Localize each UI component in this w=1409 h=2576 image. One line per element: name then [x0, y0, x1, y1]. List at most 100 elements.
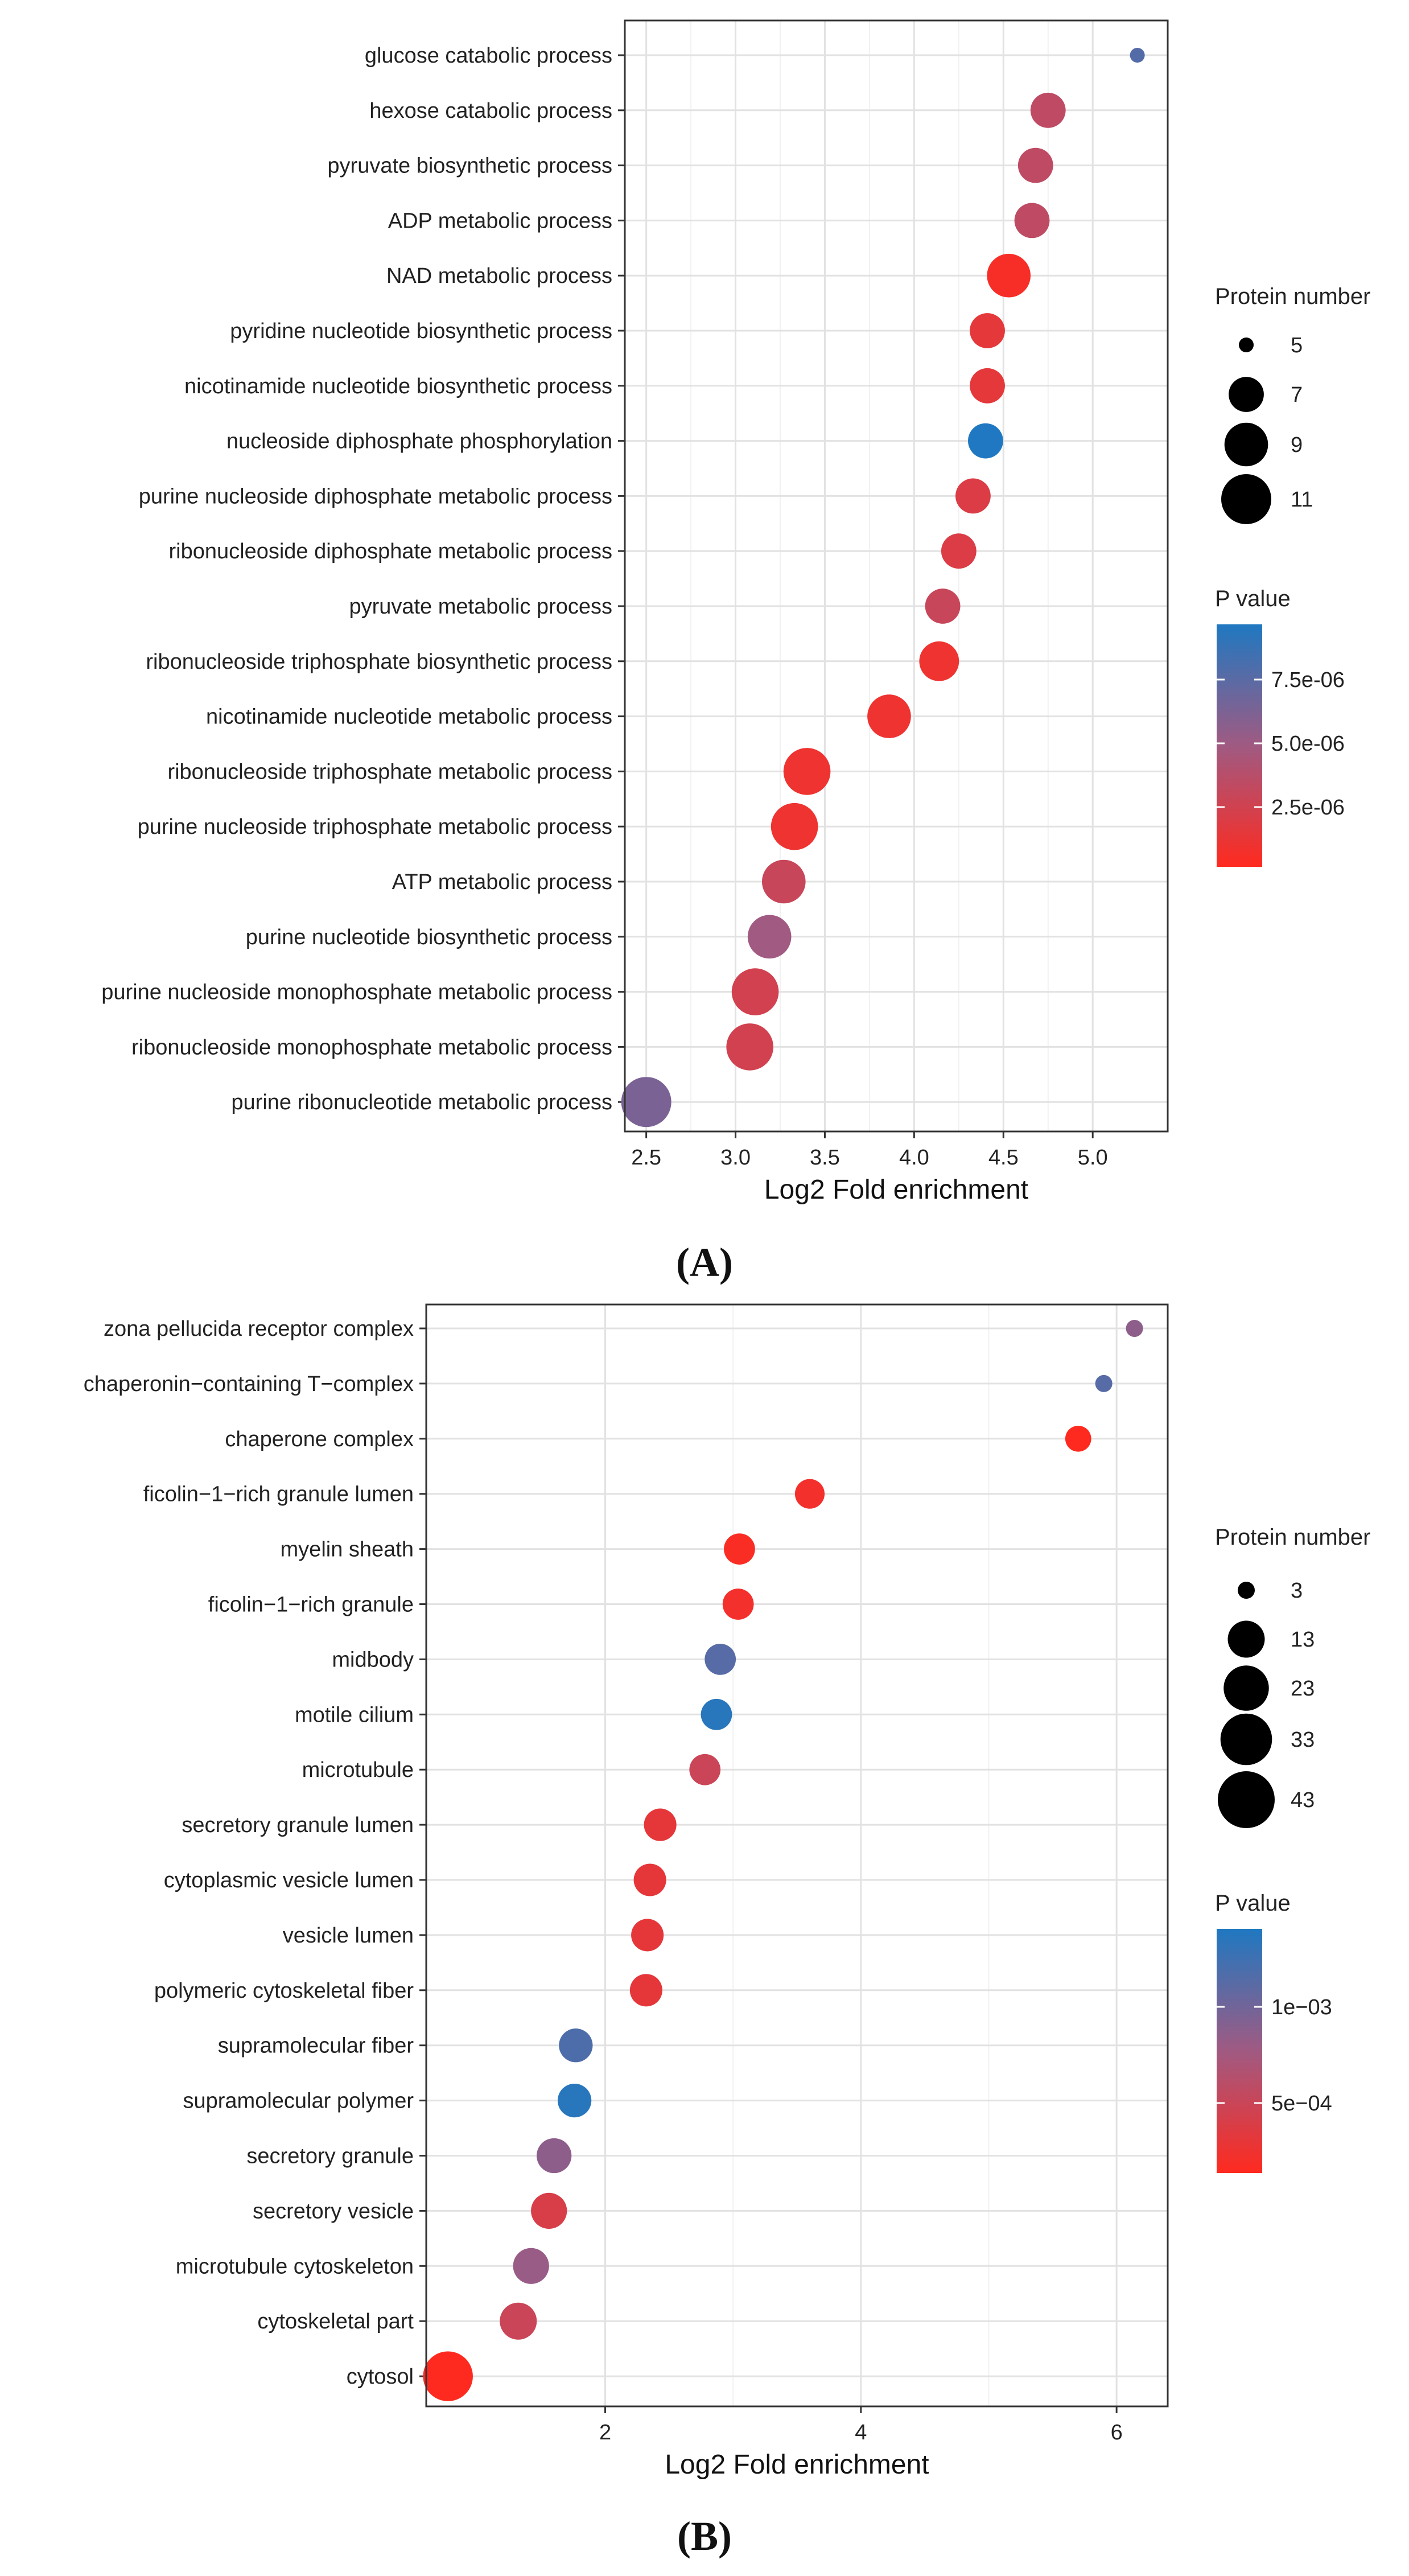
size-legend-label: 7: [1291, 383, 1303, 407]
data-point: [761, 859, 806, 904]
data-point: [867, 694, 911, 738]
y-tick-label: supramolecular polymer: [183, 2089, 414, 2113]
data-point: [689, 1754, 721, 1785]
size-legend-title: Protein number: [1215, 1525, 1370, 1550]
y-tick-label: ribonucleoside triphosphate biosynthetic…: [146, 650, 612, 674]
data-point: [704, 1644, 736, 1675]
x-axis-title: Log2 Fold enrichment: [665, 2450, 929, 2480]
x-tick-label: 2: [599, 2421, 611, 2445]
data-point: [955, 478, 991, 514]
data-point: [500, 2302, 537, 2340]
chart-panel-b: zona pellucida receptor complex chaperoni…: [84, 1303, 1370, 2559]
size-legend-label: 11: [1291, 488, 1313, 512]
size-legend-key: [1227, 1620, 1265, 1658]
color-legend-label: 5e−04: [1271, 2092, 1332, 2116]
size-legend-label: 3: [1291, 1579, 1303, 1603]
data-point: [1130, 48, 1145, 63]
y-tick-label: chaperone complex: [225, 1427, 414, 1451]
y-tick-label: ficolin−1−rich granule: [208, 1593, 414, 1617]
data-point: [968, 423, 1003, 459]
y-tick-label: cytoskeletal part: [257, 2310, 414, 2334]
y-tick-label: motile cilium: [295, 1703, 414, 1727]
size-legend-label: 33: [1291, 1728, 1315, 1752]
y-tick-label: secretory vesicle: [253, 2199, 414, 2223]
y-tick-label: ribonucleoside diphosphate metabolic pro…: [169, 540, 612, 563]
plot-border: [425, 1303, 1169, 2408]
y-tick-label: microtubule cytoskeleton: [176, 2254, 414, 2278]
data-point: [559, 2028, 593, 2063]
data-point: [722, 1589, 754, 1620]
data-point: [513, 2248, 549, 2284]
data-point: [531, 2192, 567, 2229]
data-point: [629, 1974, 662, 2007]
data-point: [621, 1077, 671, 1127]
plot-border: [624, 19, 1169, 1133]
color-legend-title: P value: [1215, 586, 1291, 611]
data-point: [1017, 147, 1053, 183]
data-point: [783, 748, 831, 795]
y-tick-label: pyridine nucleotide biosynthetic process: [230, 319, 612, 343]
data-point: [1095, 1375, 1113, 1392]
data-point: [747, 915, 792, 959]
x-axis-title: Log2 Fold enrichment: [764, 1175, 1028, 1205]
data-point: [771, 803, 818, 850]
y-tick-label: purine ribonucleotide metabolic process: [231, 1091, 612, 1114]
y-tick-label: polymeric cytoskeletal fiber: [154, 1979, 414, 2003]
y-tick-label: glucose catabolic process: [365, 44, 612, 68]
x-tick-label: 2.5: [631, 1146, 661, 1170]
data-point: [1014, 203, 1050, 238]
data-point: [724, 1533, 755, 1565]
x-tick-label: 6: [1111, 2421, 1123, 2445]
data-point: [1030, 92, 1066, 128]
size-legend-label: 13: [1291, 1628, 1315, 1652]
y-tick-label: purine nucleoside monophosphate metaboli…: [101, 981, 612, 1005]
size-legend-key: [1221, 474, 1271, 524]
data-point: [970, 313, 1005, 348]
color-legend-label: 7.5e-06: [1271, 668, 1345, 692]
y-tick-label: chaperonin−containing T−complex: [84, 1372, 414, 1396]
y-tick-label: NAD metabolic process: [386, 264, 612, 288]
y-tick-label: supramolecular fiber: [218, 2034, 414, 2058]
panel-label: (B): [677, 2513, 732, 2559]
plot-background: [625, 20, 1168, 1131]
y-tick-label: vesicle lumen: [283, 1924, 414, 1948]
x-tick-label: 5.0: [1078, 1146, 1108, 1170]
color-legend-bar: [1217, 624, 1262, 867]
color-legend-label: 2.5e-06: [1271, 796, 1345, 820]
plot-background: [426, 1305, 1168, 2406]
size-legend-title: Protein number: [1215, 284, 1370, 309]
size-legend-label: 23: [1291, 1677, 1315, 1701]
color-legend-label: 5.0e-06: [1271, 732, 1345, 756]
y-tick-label: pyruvate biosynthetic process: [327, 154, 612, 178]
data-point: [1126, 1320, 1143, 1337]
y-tick-label: purine nucleotide biosynthetic process: [246, 925, 612, 949]
data-point: [794, 1479, 825, 1509]
data-point: [557, 2083, 592, 2118]
y-tick-label: nucleoside diphosphate phosphorylation: [226, 430, 612, 454]
data-point: [423, 2351, 473, 2401]
size-legend-label: 9: [1291, 433, 1303, 457]
size-legend-label: 43: [1291, 1788, 1315, 1812]
x-tick-label: 4.0: [899, 1146, 929, 1170]
data-point: [726, 1023, 773, 1071]
x-tick-label: 3.5: [810, 1146, 840, 1170]
color-legend-title: P value: [1215, 1891, 1291, 1916]
size-legend-key: [1238, 1582, 1255, 1599]
x-tick-label: 4.5: [988, 1146, 1019, 1170]
size-legend-key: [1224, 422, 1268, 467]
y-tick-label: pyruvate metabolic process: [349, 595, 612, 619]
chart-panel-a: glucose catabolic process hexose cataboli…: [101, 19, 1370, 1285]
data-point: [925, 589, 961, 624]
color-legend-label: 1e−03: [1271, 1995, 1332, 2019]
data-point: [701, 1698, 732, 1730]
y-tick-label: midbody: [332, 1648, 414, 1672]
x-tick-label: 3.0: [720, 1146, 751, 1170]
size-legend-key: [1223, 1665, 1269, 1711]
size-legend-key: [1220, 1713, 1272, 1766]
y-tick-label: microtubule: [302, 1758, 414, 1782]
data-point: [631, 1919, 664, 1952]
y-tick-label: cytosol: [347, 2365, 414, 2389]
y-tick-label: hexose catabolic process: [369, 99, 612, 123]
y-tick-label: secretory granule: [246, 2145, 414, 2168]
